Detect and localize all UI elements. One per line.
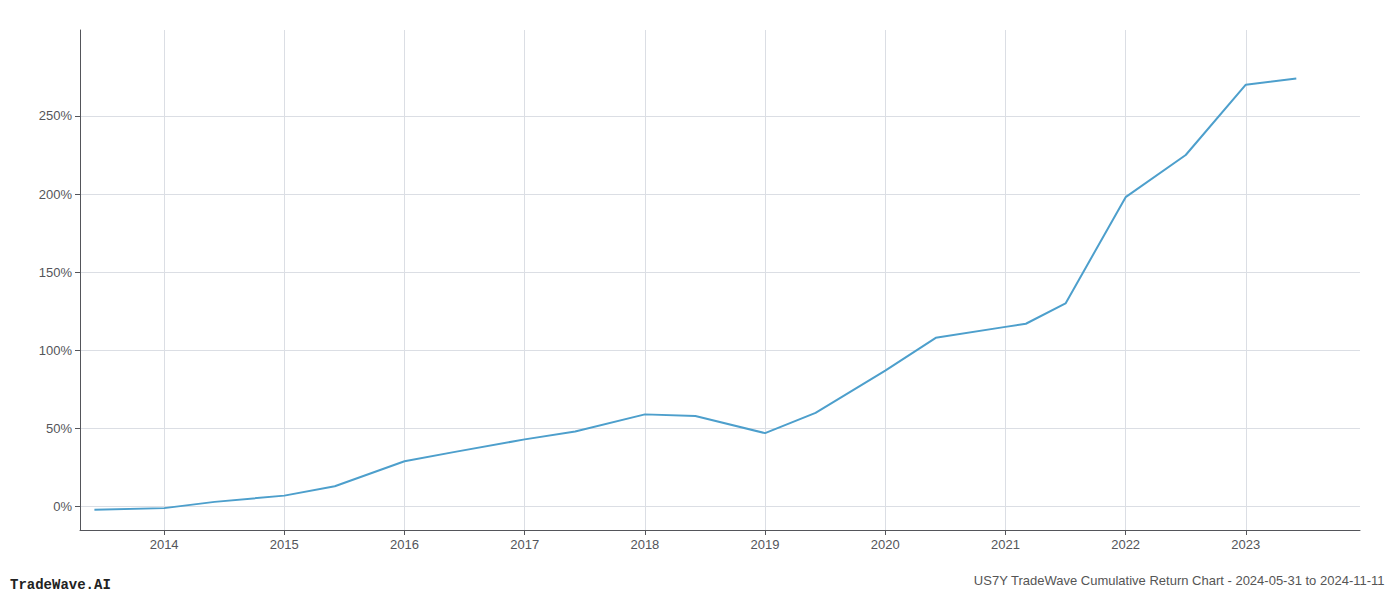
svg-text:US7Y TradeWave Cumulative Retu: US7Y TradeWave Cumulative Return Chart -… — [974, 573, 1385, 588]
svg-text:2023: 2023 — [1231, 537, 1260, 552]
svg-text:200%: 200% — [39, 187, 73, 202]
svg-text:2018: 2018 — [630, 537, 659, 552]
svg-text:2020: 2020 — [871, 537, 900, 552]
svg-text:2015: 2015 — [270, 537, 299, 552]
svg-text:2017: 2017 — [510, 537, 539, 552]
svg-text:2014: 2014 — [150, 537, 179, 552]
svg-text:50%: 50% — [46, 421, 72, 436]
svg-text:250%: 250% — [39, 108, 73, 123]
svg-text:100%: 100% — [39, 343, 73, 358]
svg-text:2022: 2022 — [1111, 537, 1140, 552]
svg-text:2021: 2021 — [991, 537, 1020, 552]
svg-text:TradeWave.AI: TradeWave.AI — [10, 577, 111, 593]
svg-text:150%: 150% — [39, 265, 73, 280]
svg-text:2016: 2016 — [390, 537, 419, 552]
svg-text:0%: 0% — [53, 499, 72, 514]
svg-text:2019: 2019 — [751, 537, 780, 552]
